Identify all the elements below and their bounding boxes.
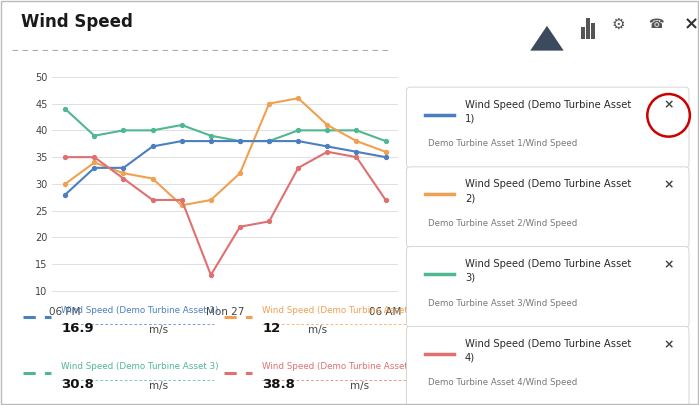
Text: 1): 1) [465, 113, 475, 124]
Text: Wind Speed (Demo Turbine Asset 2): Wind Speed (Demo Turbine Asset 2) [262, 306, 419, 315]
Text: m/s: m/s [308, 325, 327, 335]
Bar [591, 23, 595, 39]
Text: Demo Turbine Asset 4/Wind Speed: Demo Turbine Asset 4/Wind Speed [428, 378, 577, 387]
Text: Demo Turbine Asset 3/Wind Speed: Demo Turbine Asset 3/Wind Speed [428, 298, 577, 307]
Text: Demo Turbine Asset 1/Wind Speed: Demo Turbine Asset 1/Wind Speed [428, 139, 577, 148]
Text: ×: × [663, 258, 674, 271]
Text: ×: × [684, 15, 699, 33]
Text: Wind Speed (Demo Turbine Asset 3): Wind Speed (Demo Turbine Asset 3) [62, 362, 219, 371]
FancyBboxPatch shape [407, 167, 689, 248]
Text: Wind Speed (Demo Turbine Asset: Wind Speed (Demo Turbine Asset [465, 259, 631, 269]
Text: 16.9: 16.9 [62, 322, 94, 335]
FancyBboxPatch shape [407, 87, 689, 168]
Text: Wind Speed (Demo Turbine Asset: Wind Speed (Demo Turbine Asset [465, 179, 631, 189]
Text: m/s: m/s [149, 381, 168, 391]
Text: 30.8: 30.8 [62, 378, 94, 391]
Text: ×: × [663, 99, 674, 112]
Text: 38.8: 38.8 [262, 378, 295, 391]
Text: Wind Speed (Demo Turbine Asset 1): Wind Speed (Demo Turbine Asset 1) [62, 306, 219, 315]
Text: ×: × [663, 338, 674, 351]
Text: Wind Speed (Demo Turbine Asset: Wind Speed (Demo Turbine Asset [465, 100, 631, 109]
Text: Wind Speed (Demo Turbine Asset 4): Wind Speed (Demo Turbine Asset 4) [262, 362, 419, 371]
Text: 4): 4) [465, 352, 475, 362]
Polygon shape [531, 26, 563, 51]
Text: Wind Speed: Wind Speed [21, 13, 133, 31]
Text: Added asset properties: Added asset properties [413, 66, 568, 79]
Text: Demo Turbine Asset 2/Wind Speed: Demo Turbine Asset 2/Wind Speed [428, 219, 577, 228]
FancyBboxPatch shape [407, 326, 689, 405]
Bar [581, 27, 584, 39]
Text: ☎: ☎ [649, 18, 664, 31]
Text: m/s: m/s [350, 381, 369, 391]
Text: 2): 2) [465, 193, 475, 203]
Text: ⚙: ⚙ [612, 17, 626, 32]
Bar [586, 19, 589, 39]
Text: ×: × [663, 179, 674, 192]
Text: m/s: m/s [149, 325, 168, 335]
Text: 3): 3) [465, 273, 475, 283]
FancyBboxPatch shape [407, 247, 689, 328]
Text: Wind Speed (Demo Turbine Asset: Wind Speed (Demo Turbine Asset [465, 339, 631, 349]
Text: 12: 12 [262, 322, 280, 335]
